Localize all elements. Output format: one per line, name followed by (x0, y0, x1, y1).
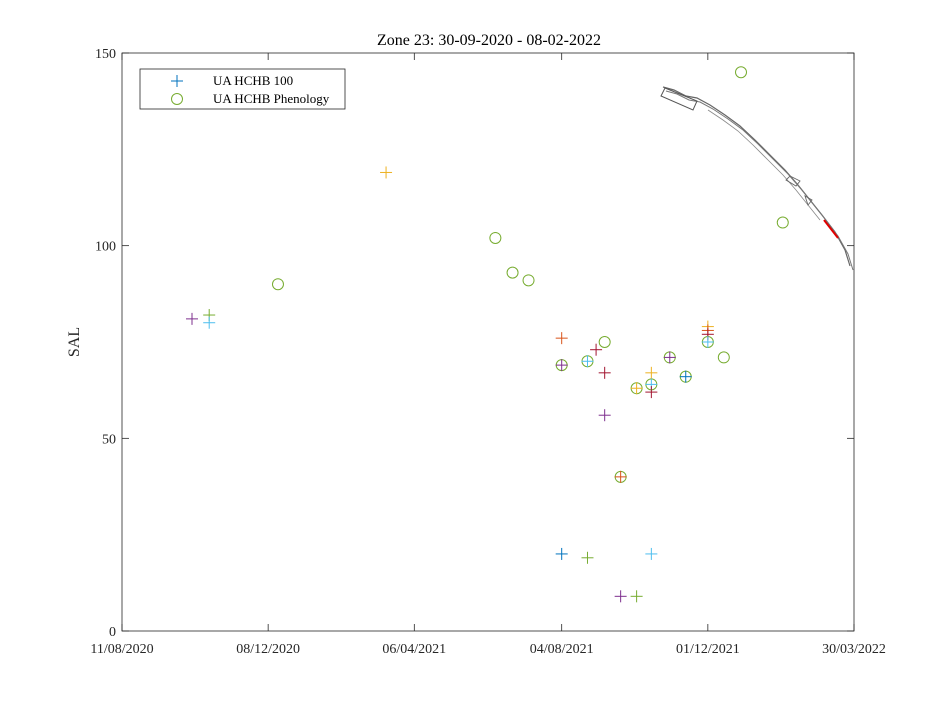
data-point-circle (717, 351, 730, 364)
data-point-plus (581, 355, 594, 368)
legend-label: UA HCHB 100 (213, 73, 293, 88)
data-point-circle (489, 231, 502, 244)
data-point-circle (522, 274, 535, 287)
data-point-plus (701, 336, 714, 348)
x-tick-label: 08/12/2020 (236, 642, 300, 657)
data-point-plus (630, 590, 643, 603)
data-point-circle (271, 278, 284, 291)
data-point-plus (645, 386, 658, 399)
x-tick-label: 11/08/2020 (90, 642, 153, 657)
data-point-plus (555, 547, 568, 560)
legend-label: UA HCHB Phenology (213, 91, 330, 106)
jetty (660, 87, 698, 111)
coastline (707, 109, 821, 221)
data-point-plus (186, 312, 199, 325)
coastline (665, 90, 854, 271)
data-point-plus (598, 409, 611, 422)
plot-area (122, 53, 854, 631)
legend-marker-plus (171, 75, 183, 87)
data-point-plus (645, 366, 658, 379)
data-point-plus (598, 366, 611, 379)
data-point-plus (380, 166, 393, 179)
zone-segment (823, 219, 839, 239)
data-point-circle (598, 336, 611, 348)
y-tick-label: 50 (102, 432, 116, 447)
data-point-circle (735, 66, 748, 79)
y-tick-label: 100 (95, 240, 116, 255)
data-point-plus (663, 351, 676, 364)
data-point-circle (506, 266, 519, 279)
legend-marker-circle (171, 93, 183, 105)
y-tick-label: 150 (95, 47, 116, 62)
data-point-plus (679, 370, 692, 383)
x-tick-label: 01/12/2021 (676, 642, 740, 657)
inset-map-outline (660, 86, 854, 271)
x-tick-label: 06/04/2021 (382, 642, 446, 657)
x-tick-label: 30/03/2022 (822, 642, 886, 657)
y-tick-label: 0 (109, 625, 116, 640)
data-point-plus (581, 551, 594, 564)
data-point-circle (776, 216, 789, 229)
legend: UA HCHB 100 UA HCHB Phenology (139, 68, 346, 110)
y-axis-label: SAL (66, 327, 83, 357)
legend-box (139, 68, 346, 110)
plot-frame (121, 52, 855, 632)
x-tick-label: 04/08/2021 (530, 642, 594, 657)
data-point-plus (630, 382, 643, 395)
data-point-plus (203, 316, 216, 329)
chart-title: Zone 23: 30-09-2020 - 08-02-2022 (377, 32, 601, 49)
data-point-plus (555, 359, 568, 372)
data-point-plus (645, 547, 658, 560)
data-point-plus (614, 470, 627, 483)
data-point-plus (614, 590, 627, 603)
data-point-plus (555, 332, 568, 345)
island (785, 175, 813, 206)
data-point-plus (590, 343, 603, 356)
